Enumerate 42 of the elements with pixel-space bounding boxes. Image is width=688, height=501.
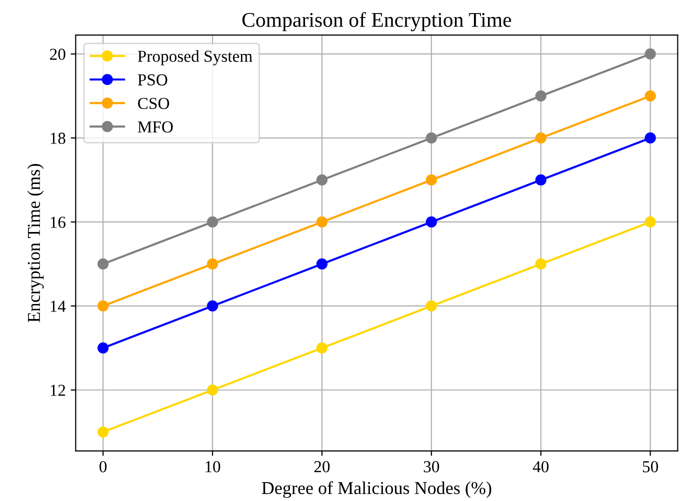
point [97, 426, 109, 438]
point [644, 132, 656, 144]
x-tick-label: 10 [206, 461, 220, 472]
point [535, 258, 546, 270]
legend-label: PSO [138, 74, 168, 86]
point [426, 174, 437, 186]
point [426, 216, 437, 228]
x-tick-label: 40 [532, 461, 549, 472]
point [535, 90, 546, 102]
y-tick-label: 20 [50, 48, 66, 60]
y-tick-label: 14 [50, 300, 66, 312]
point [206, 216, 218, 228]
chart-title: Comparison of Encryption Time [242, 12, 512, 32]
legend-label: CSO [138, 98, 170, 110]
y-tick-label: 16 [50, 216, 66, 228]
point [97, 300, 109, 312]
point [206, 258, 218, 270]
point [426, 132, 437, 144]
point [316, 342, 328, 354]
point [97, 258, 109, 270]
y-axis-title: Encryption Time (ms) [27, 164, 44, 322]
point [535, 174, 546, 186]
point [316, 258, 328, 270]
point [316, 216, 328, 228]
point [535, 132, 546, 144]
point [206, 384, 218, 396]
point [316, 174, 328, 186]
point [644, 90, 656, 102]
legend-label: Proposed System [138, 50, 252, 66]
point [97, 342, 109, 354]
legend-label: MFO [138, 121, 173, 133]
x-tick-label: 0 [100, 461, 107, 472]
x-tick-label: 20 [314, 461, 330, 472]
x-axis-title: Degree of Malicious Nodes (%) [262, 481, 492, 498]
point [206, 300, 218, 312]
x-tick-label: 50 [642, 461, 658, 472]
point [644, 216, 656, 228]
point [644, 48, 656, 60]
point [426, 300, 437, 312]
y-tick-label: 12 [50, 384, 66, 396]
x-tick-label: 30 [424, 461, 440, 472]
y-tick-label: 18 [50, 132, 66, 144]
